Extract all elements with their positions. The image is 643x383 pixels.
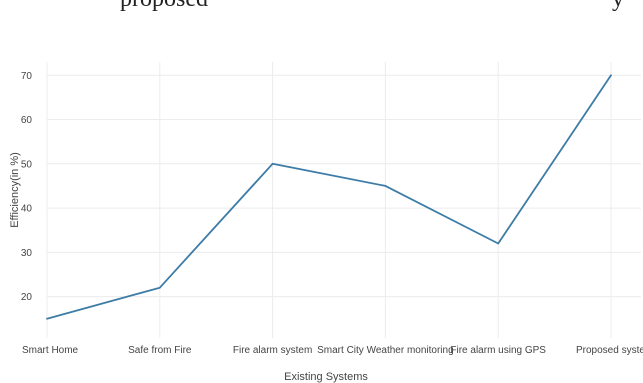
x-tick-label: Safe from Fire	[128, 345, 192, 356]
x-tick-labels: Smart Home Safe from Fire Fire alarm syste…	[22, 345, 643, 356]
y-tick-labels: 20 30 40 50 60 70	[21, 71, 33, 303]
series-line	[46, 74, 612, 320]
y-axis-label: Efficiency(in %)	[9, 152, 21, 228]
x-axis-label: Existing Systems	[284, 371, 368, 383]
data-point	[497, 242, 500, 245]
y-tick-label: 50	[21, 159, 33, 170]
y-tick-label: 60	[21, 115, 33, 126]
y-tick-label: 30	[21, 248, 33, 259]
x-tick-label: Smart Home	[22, 345, 79, 356]
x-tick-label: Proposed system	[576, 345, 643, 356]
caption-fragment-left: proposed	[120, 0, 208, 13]
grid	[46, 62, 641, 338]
series-group	[46, 74, 612, 320]
y-tick-label: 20	[21, 292, 33, 303]
data-point	[46, 317, 48, 320]
x-tick-label: Fire alarm using GPS	[450, 345, 546, 356]
data-point	[610, 74, 612, 77]
x-tick-label: Fire alarm system	[233, 345, 312, 356]
caption-fragment: proposed y	[0, 0, 643, 16]
y-tick-label: 70	[21, 71, 33, 82]
data-point	[158, 286, 161, 289]
x-tick-label: Smart City Weather monitoring	[317, 345, 454, 356]
data-point	[384, 185, 387, 187]
data-point	[271, 162, 274, 165]
caption-fragment-right: y	[612, 0, 624, 13]
y-tick-label: 40	[21, 204, 33, 215]
